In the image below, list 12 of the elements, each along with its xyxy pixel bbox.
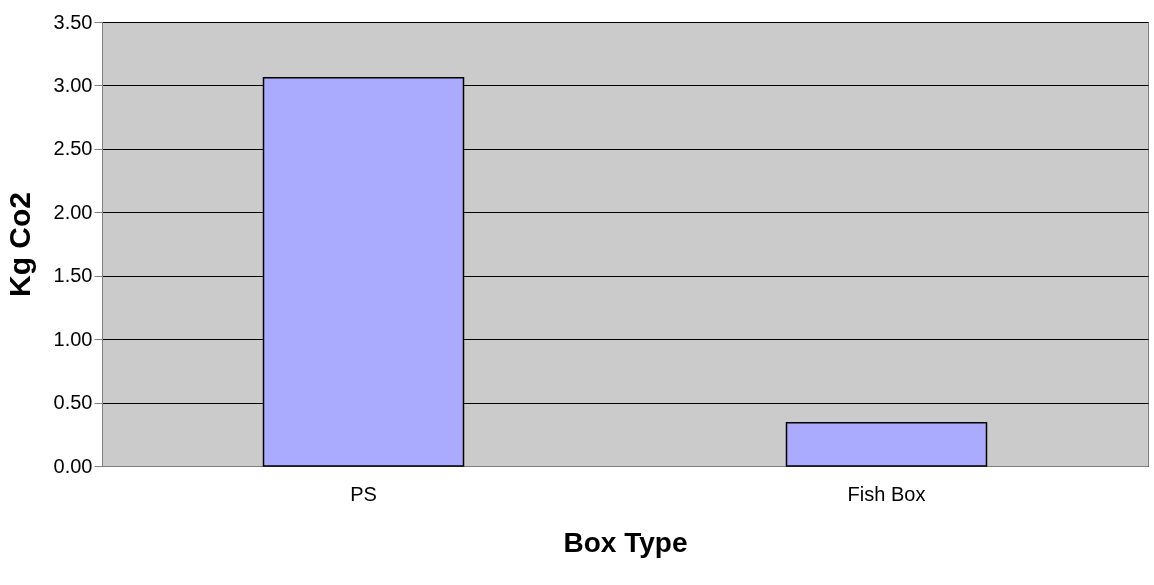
y-tick-label: 3.50 (53, 10, 93, 33)
x-tick-label: PS (350, 482, 377, 505)
y-tick-label: 1.00 (53, 327, 93, 350)
y-tick-label: 3.00 (53, 73, 93, 96)
x-tick-label: Fish Box (847, 482, 926, 505)
y-tick-label: 0.00 (53, 454, 93, 477)
y-tick-label: 1.50 (53, 264, 93, 287)
y-tick-label: 2.50 (53, 137, 93, 160)
y-axis-title: Kg Co2 (2, 192, 36, 297)
x-axis-title: Box Type (563, 526, 688, 558)
y-tick-label: 0.50 (53, 391, 93, 414)
y-tick-label: 2.00 (53, 200, 93, 223)
